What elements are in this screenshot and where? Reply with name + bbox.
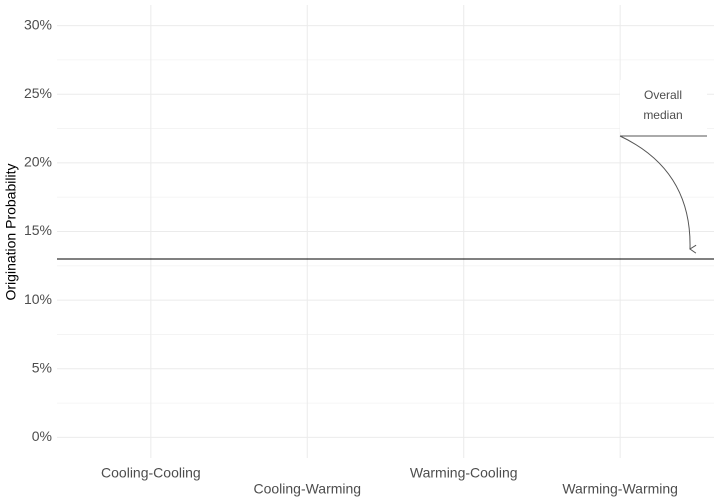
- annotation: median: [643, 108, 682, 122]
- x-tick-label: Cooling-Cooling: [101, 465, 201, 481]
- y-axis-label: Origination Probability: [3, 164, 19, 301]
- y-tick-label: 0%: [32, 428, 52, 444]
- x-tick-label: Warming-Cooling: [410, 465, 518, 481]
- y-tick-label: 5%: [32, 359, 52, 375]
- y-tick-label: 15%: [24, 222, 52, 238]
- x-tick-label: Cooling-Warming: [253, 481, 361, 497]
- y-tick-label: 10%: [24, 291, 52, 307]
- annotation: Overall: [644, 88, 682, 102]
- y-tick-label: 30%: [24, 16, 52, 32]
- y-tick-label: 20%: [24, 154, 52, 170]
- annotation-box: [620, 80, 707, 132]
- annotation-arrow: [619, 135, 697, 254]
- grid: [57, 5, 714, 458]
- y-tick-label: 25%: [24, 85, 52, 101]
- x-tick-label: Warming-Warming: [562, 481, 678, 497]
